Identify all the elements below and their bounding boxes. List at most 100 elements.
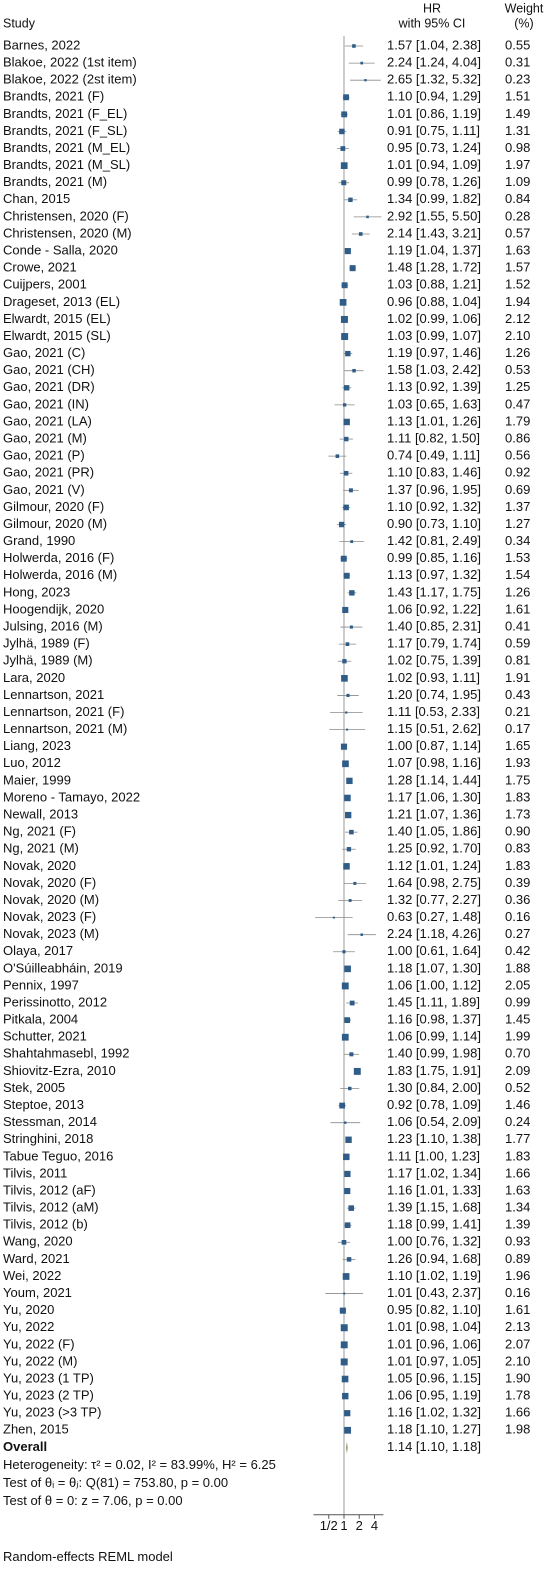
hr-ci-label: 1.06 [1.00, 1.12]: [387, 977, 481, 992]
hr-ci-label: 2.92 [1.55, 5.50]: [387, 208, 481, 223]
hr-ci-label: 1.39 [1.15, 1.68]: [387, 1200, 481, 1215]
effect-box: [352, 44, 356, 48]
hr-ci-label: 1.12 [1.01, 1.24]: [387, 858, 481, 873]
weight-label: 2.13: [505, 1319, 530, 1334]
hr-ci-label: 1.13 [0.92, 1.39]: [387, 379, 481, 394]
hr-ci-label: 0.96 [0.88, 1.04]: [387, 294, 481, 309]
study-label: Tilvis, 2011: [3, 1165, 67, 1180]
hr-ci-label: 1.18 [0.99, 1.41]: [387, 1217, 481, 1232]
effect-box: [342, 1273, 350, 1280]
hr-ci-label: 1.01 [0.96, 1.06]: [387, 1336, 481, 1351]
study-label: Barnes, 2022: [3, 37, 80, 52]
effect-box: [353, 881, 357, 885]
hr-ci-label: 1.11 [0.53, 2.33]: [387, 704, 480, 719]
hr-ci-label: 1.06 [0.99, 1.14]: [387, 1029, 481, 1044]
effect-box: [344, 1187, 351, 1195]
weight-label: 1.73: [505, 806, 530, 821]
effect-box: [340, 1324, 348, 1332]
study-label: Stringhini, 2018: [3, 1131, 93, 1146]
effect-box: [358, 232, 363, 236]
effect-box: [340, 555, 347, 562]
weight-label: 0.84: [505, 191, 530, 206]
weight-label: 2.09: [505, 1063, 530, 1078]
weight-label: 1.93: [505, 755, 530, 770]
hr-ci-label: 1.64 [0.98, 2.75]: [387, 875, 481, 890]
effect-box: [339, 1102, 346, 1109]
hr-ci-label: 2.65 [1.32, 5.32]: [387, 72, 481, 87]
weight-label: 1.25: [505, 379, 530, 394]
study-label: Novak, 2020: [3, 858, 76, 873]
hr-ci-label: 1.00 [0.61, 1.64]: [387, 943, 481, 958]
hr-ci-label: 1.15 [0.51, 2.62]: [387, 721, 481, 736]
study-label: Novak, 2020 (M): [3, 892, 99, 907]
effect-box: [338, 521, 345, 528]
note: Test of θ = 0: z = 7.06, p = 0.00: [3, 1493, 183, 1508]
study-label: Gilmour, 2020 (F): [3, 499, 104, 514]
weight-label: 2.12: [505, 311, 530, 326]
weight-label: 0.69: [505, 482, 530, 497]
weight-label: 1.78: [505, 1388, 530, 1403]
effect-box: [348, 1086, 352, 1091]
weight-label: 1.39: [505, 1217, 530, 1232]
weight-label: 1.65: [505, 738, 530, 753]
hr-ci-label: 1.10 [1.02, 1.19]: [387, 1268, 481, 1283]
effect-box: [344, 1170, 351, 1178]
study-label: Christensen, 2020 (M): [3, 225, 132, 240]
effect-box: [339, 128, 345, 135]
study-label: Christensen, 2020 (F): [3, 208, 129, 223]
effect-box: [352, 368, 356, 373]
note: Heterogeneity: τ² = 0.02, I² = 83.99%, H…: [3, 1457, 276, 1472]
hr-ci-label: 1.13 [0.97, 1.32]: [387, 567, 481, 582]
weight-label: 1.49: [505, 106, 530, 121]
hr-ci-label: 1.32 [0.77, 2.27]: [387, 892, 481, 907]
hr-ci-label: 1.26 [0.94, 1.68]: [387, 1251, 481, 1266]
study-label: Brandts, 2021 (F_EL): [3, 106, 127, 121]
effect-box: [348, 488, 353, 493]
study-label: Steptoe, 2013: [3, 1097, 84, 1112]
hr-ci-label: 1.28 [1.14, 1.44]: [387, 772, 481, 787]
study-label: Blakoe, 2022 (2st item): [3, 72, 137, 87]
study-label: Gao, 2021 (V): [3, 482, 85, 497]
study-label: Yu, 2023 (2 TP): [3, 1388, 94, 1403]
study-label: Novak, 2023 (M): [3, 926, 99, 941]
weight-label: 1.77: [505, 1131, 530, 1146]
effect-box: [340, 146, 346, 151]
study-label: Tilvis, 2012 (b): [3, 1217, 88, 1232]
study-label: Ward, 2021: [3, 1251, 70, 1266]
hr-ci-label: 1.01 [0.98, 1.04]: [387, 1319, 481, 1334]
hr-ci-label: 1.02 [0.99, 1.06]: [387, 311, 481, 326]
study-label: Pennix, 1997: [3, 977, 79, 992]
effect-box: [340, 743, 348, 750]
weight-label: 1.34: [505, 1200, 530, 1215]
effect-box: [342, 659, 347, 664]
study-label: Holwerda, 2016 (M): [3, 567, 117, 582]
weight-label: 1.46: [505, 1097, 530, 1112]
study-label: Shiovitz-Ezra, 2010: [3, 1063, 116, 1078]
study-label: Brandts, 2021 (M): [3, 174, 107, 189]
weight-label: 0.55: [505, 37, 530, 52]
x-tick-label: 4: [371, 1518, 378, 1533]
study-label: Gao, 2021 (M): [3, 431, 87, 446]
weight-label: 1.83: [505, 1148, 530, 1163]
study-label: Schutter, 2021: [3, 1029, 87, 1044]
hr-ci-label: 1.21 [1.07, 1.36]: [387, 806, 481, 821]
weight-label: 2.10: [505, 1353, 530, 1368]
study-label: Moreno - Tamayo, 2022: [3, 789, 140, 804]
column-header: (%): [514, 16, 533, 30]
weight-label: 0.16: [505, 909, 530, 924]
effect-box: [349, 829, 354, 835]
weight-label: 1.75: [505, 772, 530, 787]
hr-ci-label: 2.24 [1.24, 4.04]: [387, 55, 481, 70]
study-label: Elwardt, 2015 (EL): [3, 311, 111, 326]
study-label: Wang, 2020: [3, 1234, 73, 1249]
note: Test of θᵢ = θⱼ: Q(81) = 753.80, p = 0.0…: [3, 1475, 228, 1490]
weight-label: 1.37: [505, 499, 530, 514]
study-label: Newall, 2013: [3, 806, 78, 821]
hr-ci-label: 1.17 [1.06, 1.30]: [387, 789, 481, 804]
weight-label: 0.36: [505, 892, 530, 907]
study-label: Yu, 2020: [3, 1302, 54, 1317]
hr-ci-label: 1.16 [1.01, 1.33]: [387, 1182, 481, 1197]
study-label: Tilvis, 2012 (aM): [3, 1200, 99, 1215]
weight-label: 1.94: [505, 294, 530, 309]
